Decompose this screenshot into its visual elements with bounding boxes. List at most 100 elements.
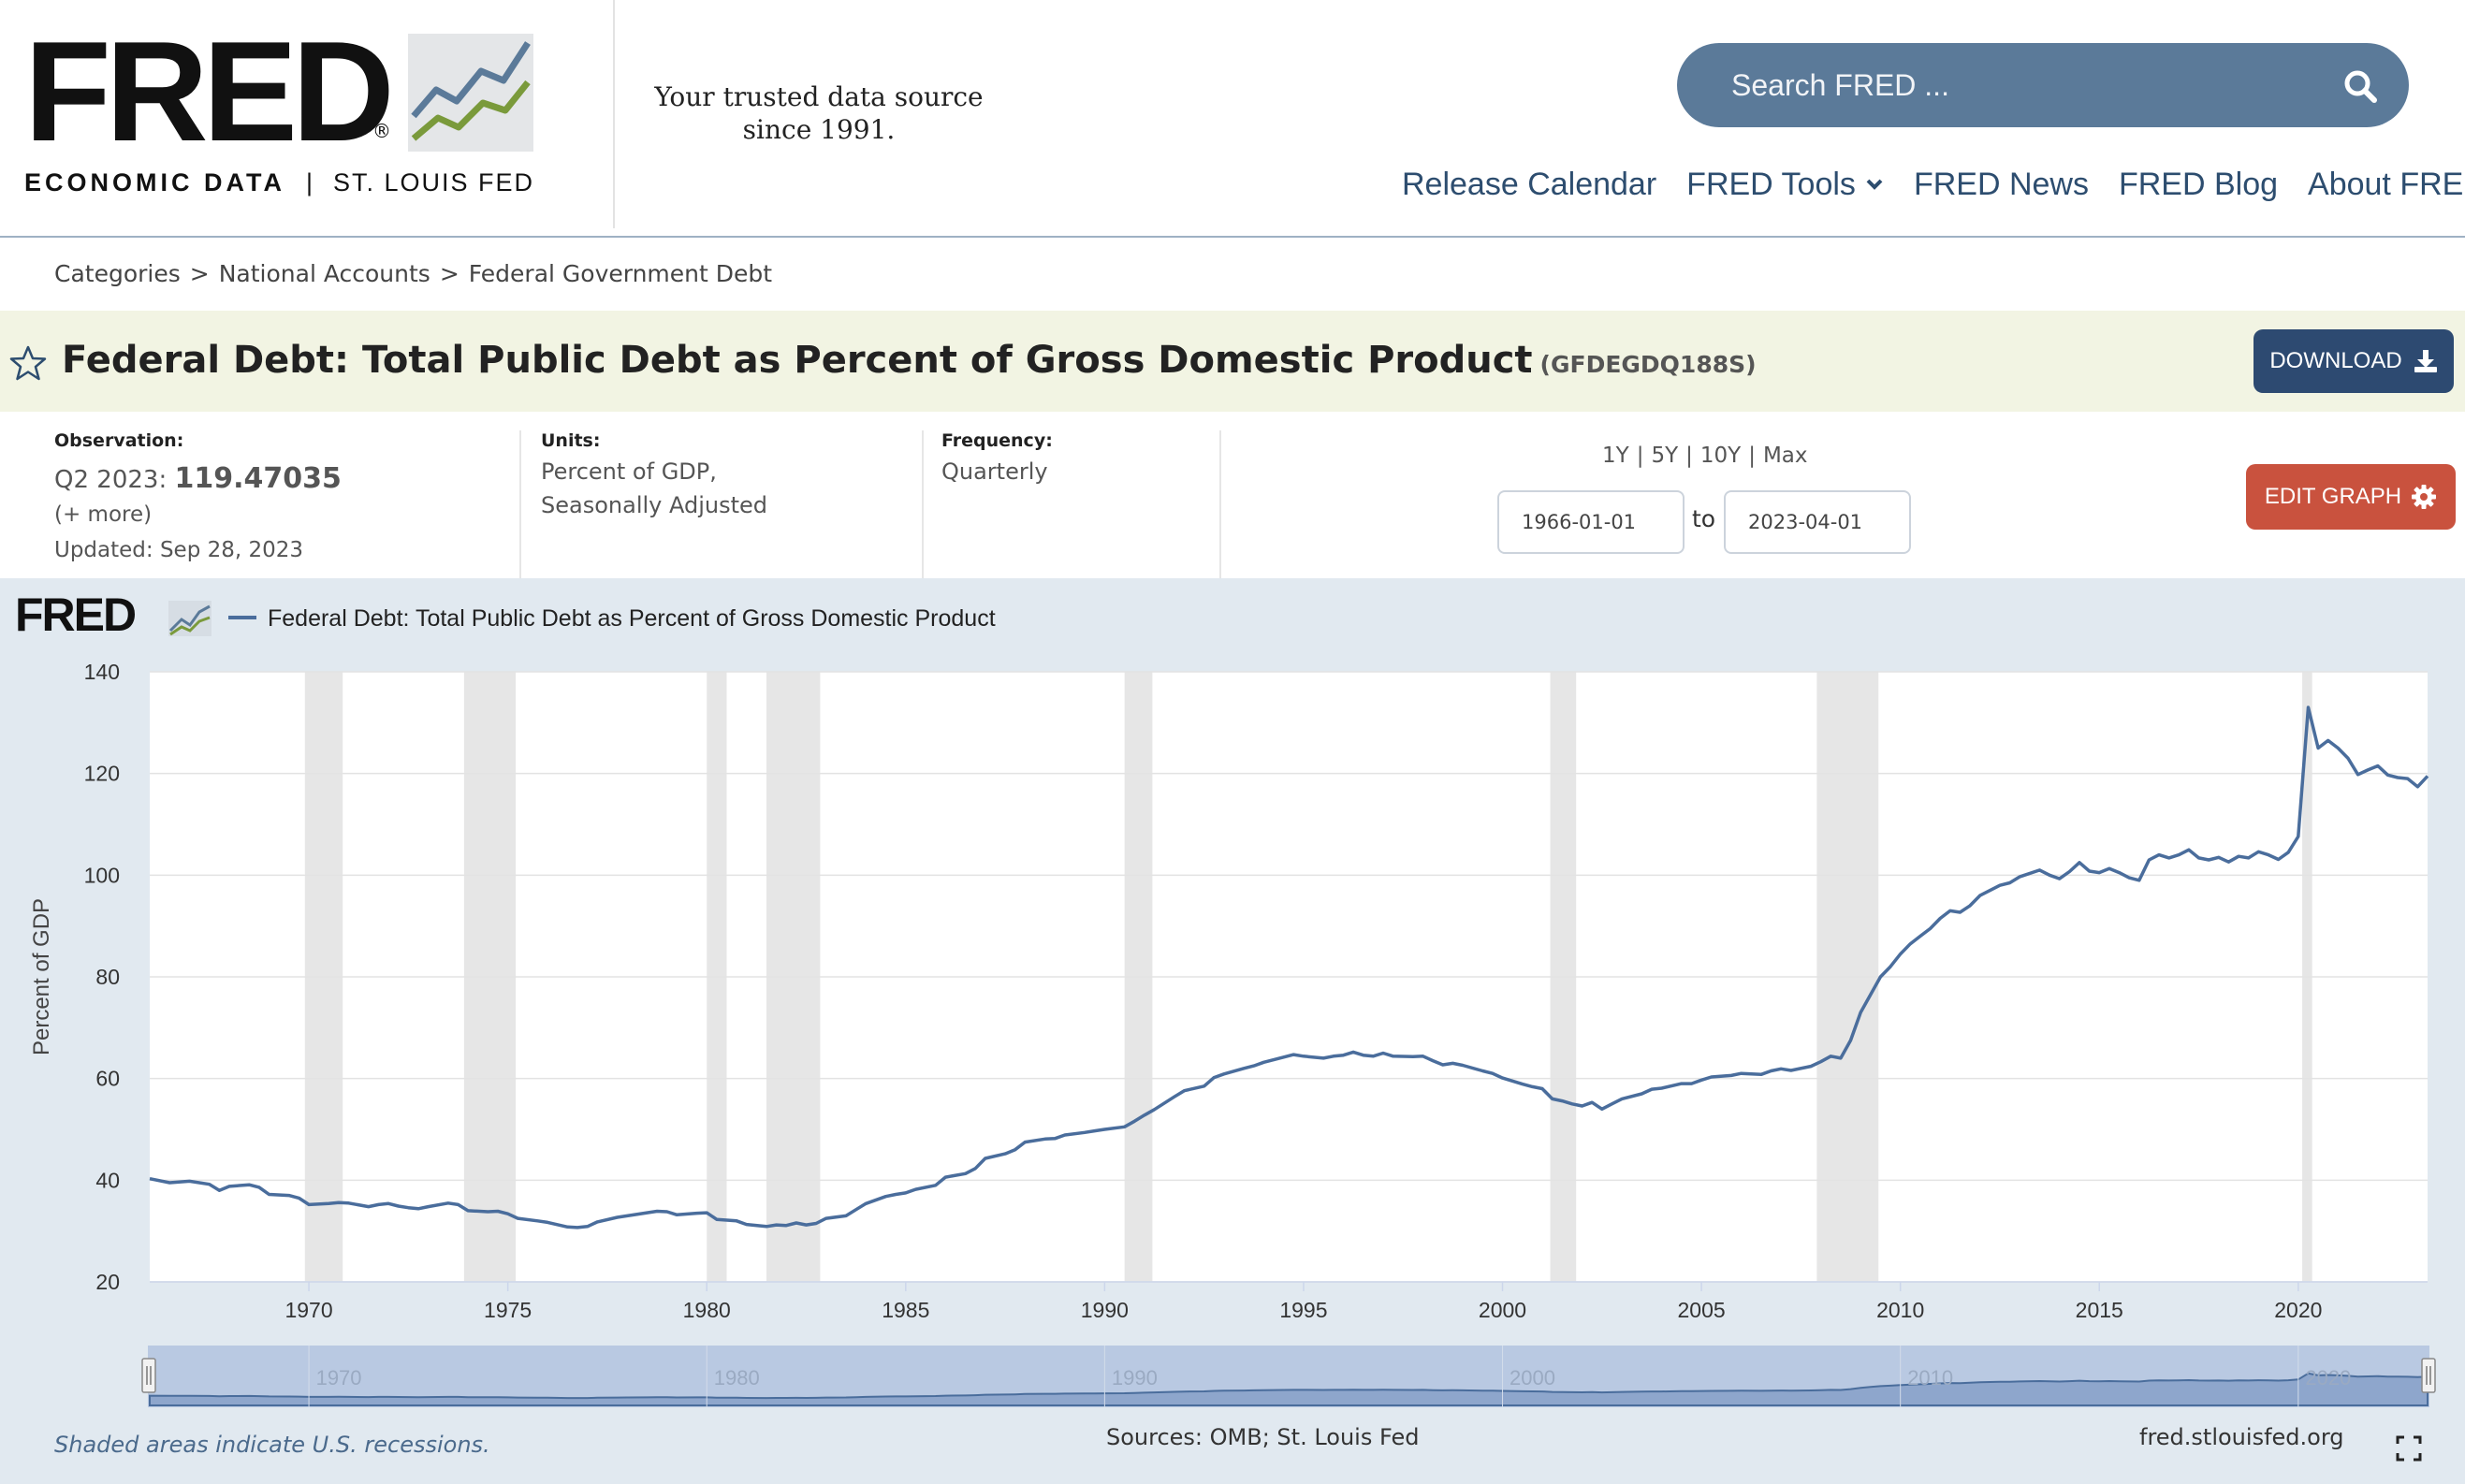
frequency-label: Frequency: <box>941 430 1053 451</box>
search-input[interactable] <box>1731 64 2312 107</box>
range-1y[interactable]: 1Y <box>1602 444 1629 468</box>
navigator-left-handle[interactable] <box>141 1358 156 1393</box>
y-tick-label: 20 <box>95 1270 120 1294</box>
legend-label: Federal Debt: Total Public Debt as Perce… <box>268 605 996 632</box>
navigator-series-line <box>149 1372 2429 1406</box>
logo-wordmark: FRED <box>24 12 395 171</box>
main-nav: Release Calendar FRED Tools FRED News FRED … <box>1402 161 2465 208</box>
logo-st-louis-fed: ST. LOUIS FED <box>333 168 535 196</box>
more-observations-link[interactable]: (+ more) <box>54 502 153 527</box>
series-title-bar: Federal Debt: Total Public Debt as Perce… <box>0 311 2465 412</box>
x-tick-label: 2000 <box>1479 1298 1526 1322</box>
range-10y[interactable]: 10Y <box>1699 444 1742 468</box>
y-axis-label: Percent of GDP <box>29 898 54 1055</box>
tagline: Your trusted data source since 1991. <box>646 80 992 146</box>
navigator-right-handle[interactable] <box>2421 1358 2436 1393</box>
x-tick-label: 1985 <box>882 1298 929 1322</box>
breadcrumb: Categories > National Accounts > Federal Gov… <box>54 260 772 287</box>
chart-logo-icon <box>168 601 211 636</box>
recession-note: Shaded areas indicate U.S. recessions. <box>54 1432 490 1458</box>
units-block: Units: Percent of GDP, Seasonally Adjust… <box>541 430 767 522</box>
breadcrumb-categories[interactable]: Categories <box>54 260 181 287</box>
breadcrumb-separator: > <box>439 260 459 287</box>
search-icon[interactable] <box>2341 67 2379 105</box>
series-title-text: Federal Debt: Total Public Debt as Perce… <box>62 339 1533 382</box>
debt-chart[interactable]: FRED Federal Debt: Total Public Debt as … <box>0 578 2465 1484</box>
chart-logo-text: FRED <box>15 589 136 641</box>
x-tick-label: 1975 <box>484 1298 532 1322</box>
nav-label: FRED Tools <box>1686 166 1856 202</box>
observation-value: 119.47035 <box>174 462 342 495</box>
tagline-line-2: since 1991. <box>742 114 896 145</box>
x-tick-label: 2005 <box>1678 1298 1726 1322</box>
logo-economic-data: ECONOMIC DATA <box>24 168 285 196</box>
search-box <box>1677 43 2409 127</box>
range-max[interactable]: Max <box>1762 444 1808 468</box>
logo-subtitle: ECONOMIC DATA | ST. LOUIS FED <box>24 168 534 197</box>
nav-fred-tools[interactable]: FRED Tools <box>1686 161 1884 208</box>
tagline-line-1: Your trusted data source <box>654 81 984 112</box>
nav-label: About FRED <box>2308 166 2465 202</box>
y-axis-ticks: 20 40 60 80 100 120 140 <box>84 660 120 1294</box>
x-tick-label: 2015 <box>2076 1298 2123 1322</box>
series-line <box>149 706 2429 1229</box>
x-tick-label: 1990 <box>1081 1298 1129 1322</box>
series-meta: Observation: Q2 2023: 119.47035 (+ more)… <box>0 412 2465 578</box>
nav-label: FRED Blog <box>2118 166 2279 202</box>
gear-icon <box>2412 485 2437 509</box>
updated-date: Updated: Sep 28, 2023 <box>54 538 304 562</box>
start-date-input[interactable] <box>1497 490 1685 554</box>
navigator-tick-label: 2010 <box>1907 1366 1953 1389</box>
x-tick-label: 2010 <box>1876 1298 1924 1322</box>
end-date-input[interactable] <box>1724 490 1911 554</box>
y-tick-label: 100 <box>84 863 120 887</box>
x-tick-label: 1995 <box>1279 1298 1327 1322</box>
logo-separator: | <box>305 168 313 196</box>
download-label: DOWNLOAD <box>2269 348 2402 373</box>
fullscreen-icon[interactable] <box>2396 1435 2422 1462</box>
chevron-down-icon <box>1866 179 1883 190</box>
breadcrumb-federal-government-debt[interactable]: Federal Government Debt <box>468 260 773 287</box>
navigator-tick-label: 2000 <box>1510 1366 1555 1389</box>
nav-fred-blog[interactable]: FRED Blog <box>2119 161 2278 208</box>
range-separator: | <box>1636 444 1644 468</box>
chart-sources: Sources: OMB; St. Louis Fed <box>1106 1424 1420 1450</box>
nav-about-fred[interactable]: About FRED <box>2308 161 2465 208</box>
x-axis-ticks: 1970 1975 1980 1985 1990 1995 2000 2005 2010 2015… <box>150 1281 2428 1322</box>
y-tick-label: 120 <box>84 762 120 786</box>
observation-label: Observation: <box>54 430 184 451</box>
date-to-label: to <box>1692 505 1716 532</box>
download-icon <box>2414 350 2437 372</box>
fred-logo[interactable]: FRED ® ECONOMIC DATA | ST. LOUIS FED <box>24 12 533 204</box>
nav-release-calendar[interactable]: Release Calendar <box>1402 161 1656 208</box>
y-tick-label: 60 <box>95 1067 120 1091</box>
units-line-1: Percent of GDP, <box>541 458 717 485</box>
frequency-value: Quarterly <box>941 458 1048 485</box>
x-tick-label: 2020 <box>2274 1298 2322 1322</box>
edit-graph-button[interactable]: EDIT GRAPH <box>2246 464 2456 530</box>
chart-fred-logo: FRED <box>15 589 211 641</box>
range-navigator[interactable]: 1970 1980 1990 2000 2010 2020 <box>141 1346 2436 1407</box>
nav-fred-news[interactable]: FRED News <box>1914 161 2089 208</box>
x-tick-label: 1970 <box>284 1298 332 1322</box>
download-button[interactable]: DOWNLOAD <box>2254 329 2454 393</box>
meta-divider <box>1219 430 1221 578</box>
y-tick-label: 140 <box>84 660 120 684</box>
meta-divider <box>922 430 924 578</box>
site-header: FRED ® ECONOMIC DATA | ST. LOUIS FED Your … <box>0 0 2465 238</box>
breadcrumb-national-accounts[interactable]: National Accounts <box>218 260 430 287</box>
meta-divider <box>519 430 521 578</box>
range-5y[interactable]: 5Y <box>1651 444 1679 468</box>
x-tick-label: 1980 <box>683 1298 731 1322</box>
y-tick-label: 80 <box>95 965 120 989</box>
fred-url-link[interactable]: fred.stlouisfed.org <box>2139 1424 2344 1450</box>
navigator-tick-label: 1990 <box>1112 1366 1158 1389</box>
logo-registered-mark: ® <box>372 120 391 142</box>
range-separator: | <box>1748 444 1756 468</box>
edit-graph-label: EDIT GRAPH <box>2264 484 2402 509</box>
chart-panel: FRED Federal Debt: Total Public Debt as … <box>0 578 2465 1484</box>
navigator-tick-label: 2020 <box>2305 1366 2351 1389</box>
observation-line: Q2 2023: 119.47035 <box>54 462 342 495</box>
page-title: Federal Debt: Total Public Debt as Perce… <box>62 339 1757 382</box>
star-icon[interactable] <box>9 344 47 382</box>
